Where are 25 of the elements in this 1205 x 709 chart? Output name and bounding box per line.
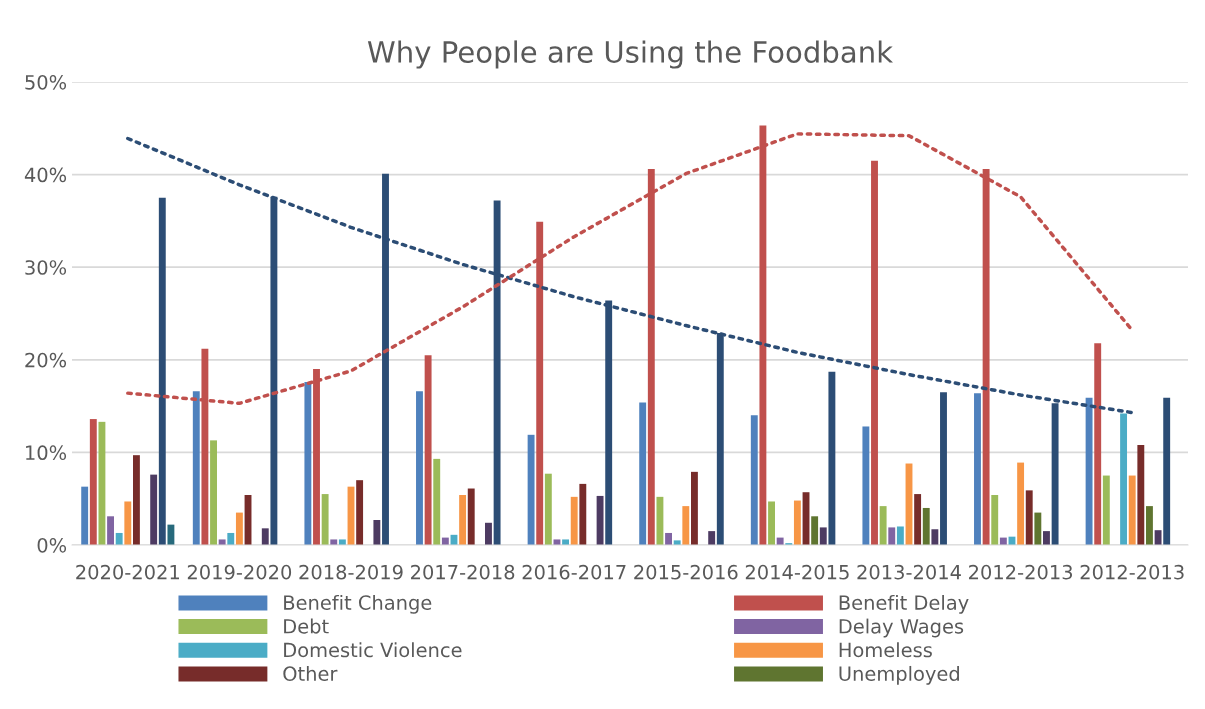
y-tick-label: 20%	[25, 352, 67, 368]
legend-label: Domestic Violence	[284, 642, 462, 658]
legend-label: Benefit Change	[284, 594, 432, 614]
x-tick-label: 2014-2015	[745, 564, 849, 580]
y-tick-label: 10%	[26, 445, 67, 461]
y-tick-label: 0%	[37, 537, 67, 553]
x-tick-label: 2016-2017	[522, 564, 626, 580]
x-tick-label: 2019-2020	[187, 564, 292, 580]
y-tick-label: 40%	[24, 167, 67, 183]
y-tick-label: 30%	[25, 260, 67, 275]
legend-label: Debt	[284, 618, 329, 634]
legend-label: Delay Wages	[839, 618, 964, 638]
legend-label: Benefit Delay	[839, 594, 969, 614]
x-tick-label: 2013-2014	[857, 564, 961, 580]
x-tick-label: 2015-2016	[634, 564, 738, 580]
legend-label: Homeless	[839, 642, 932, 658]
legend-label: Other	[283, 665, 338, 681]
x-tick-label: 2017-2018	[411, 564, 515, 580]
y-tick-label: 50%	[25, 74, 67, 90]
x-tick-label: 2020-2021	[76, 564, 179, 580]
legend-label: Unemployed	[839, 665, 959, 685]
x-tick-label: 2018-2019	[299, 564, 403, 580]
x-tick-label: 2012-2013	[969, 564, 1073, 580]
chart-title: Why People are Using the Foodbank	[367, 40, 893, 69]
x-tick-label: 2012-2013	[1080, 564, 1184, 580]
